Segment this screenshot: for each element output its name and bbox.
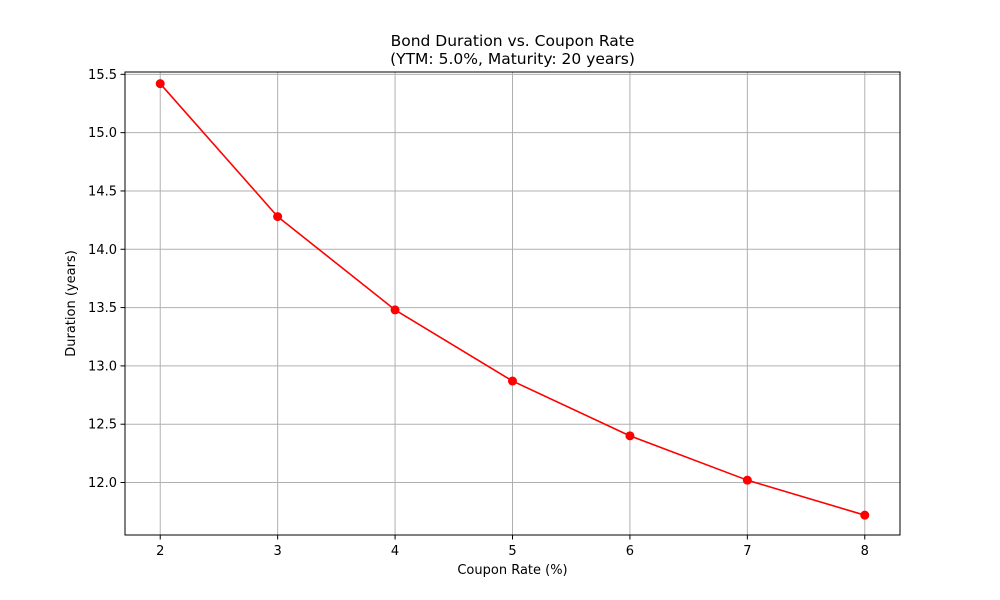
y-tick-label: 14.0 bbox=[88, 243, 117, 258]
x-tick-label: 6 bbox=[626, 544, 634, 559]
x-tick-label: 5 bbox=[508, 544, 516, 559]
data-point bbox=[860, 510, 870, 520]
x-tick-label: 2 bbox=[156, 544, 164, 559]
y-tick-label: 15.0 bbox=[88, 126, 117, 141]
grid-layer bbox=[125, 72, 900, 535]
x-axis-label: Coupon Rate (%) bbox=[457, 563, 567, 578]
data-point bbox=[155, 79, 165, 89]
chart-subtitle: (YTM: 5.0%, Maturity: 20 years) bbox=[390, 50, 635, 68]
tick-layer: 2 3 4 5 6 7 8 12.0 12.5 13.0 13.5 14.0 14.5 15.0 15.5 bbox=[88, 68, 869, 559]
series-layer bbox=[155, 79, 870, 520]
y-tick-label: 15.5 bbox=[88, 68, 117, 83]
y-axis-label: Duration (years) bbox=[64, 250, 79, 357]
chart-title: Bond Duration vs. Coupon Rate bbox=[391, 32, 635, 50]
x-tick-label: 8 bbox=[861, 544, 869, 559]
y-tick-label: 12.0 bbox=[88, 476, 117, 491]
data-point bbox=[273, 212, 283, 222]
data-point bbox=[508, 376, 517, 386]
data-point bbox=[390, 305, 400, 315]
data-point bbox=[742, 475, 752, 485]
x-tick-label: 7 bbox=[743, 544, 751, 559]
x-tick-label: 4 bbox=[391, 544, 399, 559]
data-point bbox=[625, 431, 635, 441]
x-tick-label: 3 bbox=[274, 544, 282, 559]
y-tick-label: 13.5 bbox=[88, 301, 117, 316]
y-tick-label: 13.0 bbox=[88, 359, 117, 374]
y-tick-label: 14.5 bbox=[88, 184, 117, 199]
y-tick-label: 12.5 bbox=[88, 418, 117, 433]
